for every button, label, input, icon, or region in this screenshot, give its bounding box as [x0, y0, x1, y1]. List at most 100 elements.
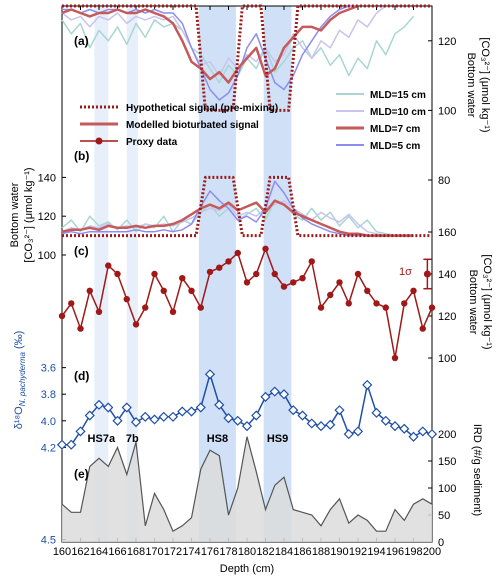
- x-tick-label: 192: [349, 546, 367, 558]
- d18o-point: [112, 415, 123, 426]
- series-a-mld-5-cm: [62, 5, 358, 101]
- proxy-point: [364, 287, 371, 294]
- legend-label-proxy: Proxy data: [126, 137, 178, 148]
- d18o-point: [334, 405, 345, 416]
- panel-label-e: (e): [74, 467, 89, 481]
- proxy-point: [354, 270, 362, 278]
- d18o-point: [214, 399, 225, 410]
- axis-title-b-left: Bottom water [CO₃²⁻] (μmol kg⁻¹): [9, 167, 35, 262]
- d18o-point: [260, 391, 271, 402]
- proxy-point: [123, 296, 130, 303]
- y-tick-label-e: 4.5: [41, 535, 56, 547]
- band-7b: [126, 6, 138, 542]
- proxy-point: [345, 300, 352, 307]
- d18o-point: [75, 426, 86, 437]
- error-bar-1sigma: 1σ: [399, 258, 432, 290]
- panel-label-a: (a): [74, 34, 89, 48]
- y-tick-label-e: 0: [438, 537, 444, 549]
- d18o-point: [325, 419, 336, 430]
- y-tick-label-c: 120: [438, 311, 456, 323]
- y-tick-label-e: 50: [438, 510, 450, 522]
- y-tick-label-a: 120: [438, 36, 456, 48]
- proxy-point: [428, 304, 436, 311]
- y-tick-label-e: 200: [438, 429, 456, 441]
- d18o-point: [56, 439, 68, 450]
- series-a-hypothetical-signal-pre-mixing: [62, 4, 432, 112]
- d18o-point: [343, 428, 354, 440]
- proxy-point: [206, 268, 214, 276]
- series-b-mld-5-cm: [61, 180, 414, 237]
- proxy-point: [391, 354, 399, 362]
- proxy-point: [336, 279, 343, 286]
- x-tick-label: 200: [423, 546, 441, 558]
- d18o-point: [315, 421, 327, 432]
- legend-label-mld5: MLD=5 cm: [370, 141, 420, 152]
- x-tick-label: 186: [293, 546, 311, 558]
- d18o-point: [93, 399, 105, 410]
- data-series: [56, 4, 438, 542]
- d18o-point: [288, 405, 299, 416]
- legend-right: MLD=15 cm MLD=10 cm MLD=7 cm MLD=5 cm: [336, 90, 426, 152]
- y-tick-label-d: 4.2: [41, 442, 56, 454]
- series-e-ird-area: [62, 436, 432, 542]
- panel-label-c: (c): [74, 244, 89, 258]
- proxy-point: [401, 300, 408, 307]
- proxy-point: [142, 304, 149, 311]
- proxy-point: [95, 308, 103, 315]
- d18o-point: [186, 406, 197, 417]
- axis-title-c-right-line2: [CO₃²⁻] (μmol kg⁻¹): [481, 254, 493, 349]
- d18o-point: [417, 426, 428, 437]
- proxy-point: [317, 304, 325, 311]
- band-label-7b: 7b: [126, 433, 139, 445]
- proxy-point: [419, 325, 426, 332]
- panel-label-b: (b): [74, 149, 89, 163]
- proxy-point: [132, 321, 140, 328]
- axis-title-a-right-line1: Bottom water: [465, 53, 477, 118]
- x-tick-label: 166: [108, 546, 126, 558]
- proxy-point: [299, 275, 306, 282]
- y-tick-label-b: 120: [38, 211, 56, 223]
- proxy-point: [188, 287, 195, 294]
- d18o-point: [232, 415, 243, 426]
- proxy-point: [197, 304, 204, 311]
- error-bar-point: [423, 270, 431, 278]
- proxy-point: [114, 270, 121, 278]
- legend-label-mld7: MLD=7 cm: [370, 124, 420, 135]
- proxy-point: [151, 270, 158, 278]
- x-tick-label: 168: [127, 546, 145, 558]
- axis-title-d-left-text: δ¹⁸ON. pachyderma (‰): [13, 331, 27, 430]
- series-b-hypothetical-signal-pre-mixing: [62, 175, 432, 238]
- y-tick-label-c: 100: [438, 353, 456, 365]
- proxy-point: [253, 270, 260, 278]
- y-tick-label-a: 80: [438, 175, 450, 187]
- x-tick-label: 162: [71, 546, 89, 558]
- series-a-mld-7-cm: [61, 4, 359, 84]
- proxy-point: [243, 279, 251, 286]
- proxy-point: [327, 291, 334, 299]
- legend-left: Hypothetical signal (pre-mixing) Modelle…: [80, 103, 278, 148]
- d18o-point: [223, 413, 234, 424]
- y-tick-label-e: 150: [438, 456, 456, 468]
- band-hs8: [198, 6, 236, 542]
- x-tick-label: 178: [219, 546, 237, 558]
- d18o-point: [167, 411, 179, 422]
- y-tick-label-b: 140: [38, 172, 56, 184]
- proxy-point: [169, 308, 177, 315]
- axis-title-e-right: IRD (#/g sediment): [471, 424, 483, 516]
- proxy-point: [271, 270, 278, 278]
- axis-title-c-right: Bottom water [CO₃²⁻] (μmol kg⁻¹): [467, 254, 493, 349]
- axis-title-a-right-line2: [CO₃²⁻] (μmol kg⁻¹): [479, 37, 491, 132]
- axis-title-d-delta: δ¹⁸O: [13, 406, 25, 429]
- x-tick-label: 198: [404, 546, 422, 558]
- axis-title-b-left-line2: [CO₃²⁻] (μmol kg⁻¹): [23, 167, 35, 262]
- axis-title-b-left-line1: Bottom water: [9, 182, 21, 247]
- x-tick-label: 160: [53, 546, 71, 558]
- y-tick-label-d: 3.8: [41, 389, 56, 401]
- d18o-point: [140, 411, 151, 422]
- proxy-point: [68, 300, 75, 307]
- d18o-point: [399, 423, 410, 434]
- band-label-hs8: HS8: [207, 433, 228, 445]
- y-tick-label-c: 140: [438, 269, 456, 281]
- x-tick-label: 190: [330, 546, 348, 558]
- series-a-mld-10-cm: [61, 5, 387, 77]
